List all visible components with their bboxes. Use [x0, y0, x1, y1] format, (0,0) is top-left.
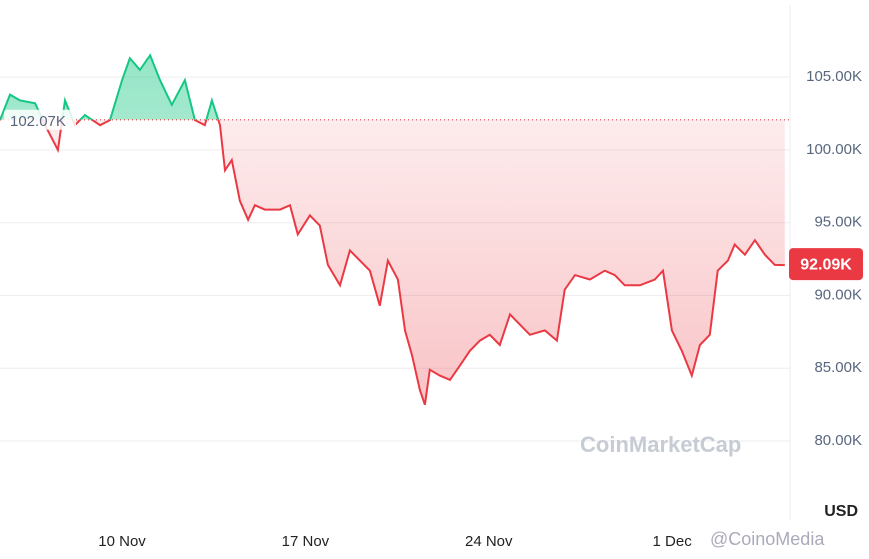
credit: @CoinoMedia — [710, 529, 825, 549]
x-tick-label: 24 Nov — [465, 533, 513, 550]
y-tick-label: 85.00K — [814, 359, 862, 376]
y-tick-label: 80.00K — [814, 432, 862, 449]
y-tick-label: 105.00K — [806, 68, 862, 85]
y-tick-label: 95.00K — [814, 214, 862, 231]
price-line-down — [0, 119, 785, 406]
area-down — [0, 119, 785, 405]
y-tick-label: 90.00K — [814, 286, 862, 303]
area-up — [0, 55, 219, 120]
current-price-label: 92.09K — [800, 256, 852, 273]
current-price-bg — [789, 248, 863, 281]
baseline-label: 102.07K — [10, 113, 66, 130]
x-tick-label: 1 Dec — [653, 533, 693, 550]
price-line-up — [0, 53, 220, 120]
watermark: CoinMarketCap — [580, 432, 741, 457]
baseline-label-bg — [4, 109, 76, 130]
y-tick-label: 100.00K — [806, 141, 862, 158]
x-tick-label: 17 Nov — [282, 533, 330, 550]
y-unit: USD — [824, 503, 858, 520]
x-tick-label: 10 Nov — [98, 533, 146, 550]
